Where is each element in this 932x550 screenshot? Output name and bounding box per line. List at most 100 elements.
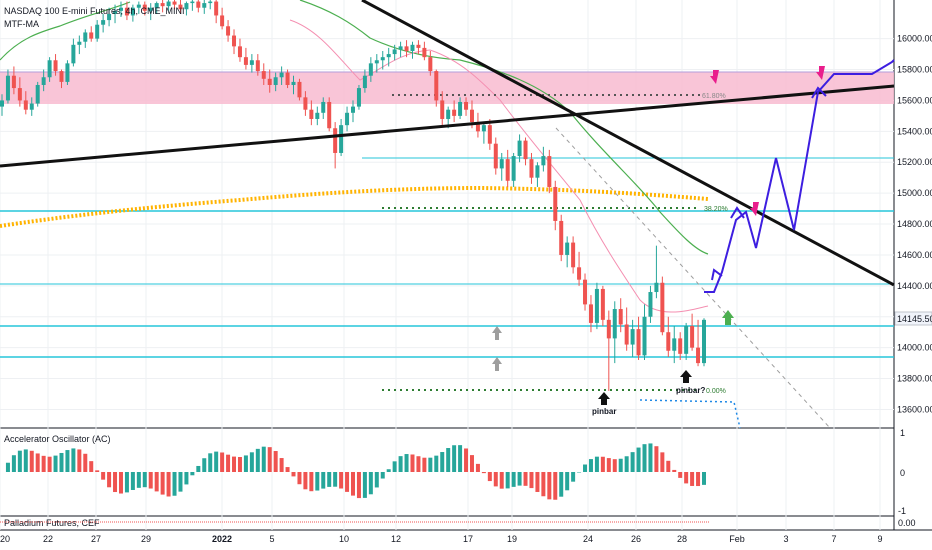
oscillator-bar — [487, 472, 492, 482]
candle — [142, 1, 147, 16]
oscillator-bar — [553, 472, 558, 500]
price-tick-label: 15200.00 — [897, 157, 932, 167]
rising-trendline[interactable] — [0, 84, 895, 168]
candle — [505, 149, 510, 187]
time-tick-label: 2022 — [212, 534, 232, 544]
oscillator-bar — [267, 447, 272, 472]
candle — [220, 7, 225, 30]
oscillator-bar — [154, 472, 159, 492]
ma-pink-line — [289, 19, 709, 313]
candle — [380, 50, 385, 70]
horizontal-grid — [0, 38, 894, 410]
oscillator-bar — [333, 472, 338, 487]
candle — [196, 0, 201, 13]
candle — [493, 137, 498, 175]
oscillator-bar — [124, 472, 129, 493]
oscillator-bar — [291, 472, 296, 477]
ma-green-line — [0, 0, 709, 255]
candle — [41, 69, 46, 92]
candle — [297, 78, 302, 101]
candle — [624, 307, 629, 351]
oscillator-bar — [446, 448, 451, 472]
price-tick-label: 13600.00 — [897, 404, 932, 414]
candle — [321, 97, 326, 119]
oscillator-title: Accelerator Oscillator (AC) — [4, 434, 111, 444]
down-arrow-icon — [710, 70, 719, 84]
candle — [583, 273, 588, 311]
oscillator-bar — [648, 443, 653, 472]
candle — [214, 0, 219, 24]
candle — [362, 69, 367, 93]
oscillator-bar — [583, 464, 588, 472]
oscillator-bar — [196, 465, 201, 472]
oscillator-bar — [297, 472, 302, 485]
osc-axis-zero: 0 — [900, 468, 905, 478]
candle — [47, 57, 52, 82]
candle — [577, 251, 582, 286]
oscillator-bar — [77, 449, 82, 472]
oscillator-bar — [696, 472, 701, 487]
oscillator-bar — [588, 459, 593, 472]
time-tick-label: 28 — [677, 534, 687, 544]
candle — [208, 0, 213, 10]
candle — [77, 35, 82, 55]
candle — [65, 60, 70, 85]
candle — [309, 100, 314, 126]
oscillator-bar — [559, 472, 564, 497]
candle — [351, 100, 355, 123]
candle — [261, 63, 266, 85]
projection-path[interactable] — [704, 59, 895, 293]
candle — [523, 137, 528, 166]
oscillator-bar — [160, 472, 165, 495]
oscillator-bar — [166, 472, 171, 497]
price-tick-label: 14400.00 — [897, 281, 932, 291]
candle — [642, 304, 647, 361]
oscillator-bar — [35, 453, 40, 472]
candle — [35, 81, 40, 107]
oscillator-bar — [660, 452, 665, 472]
projection-arrowhead — [811, 86, 827, 99]
oscillator-bar — [678, 472, 683, 478]
candle — [672, 326, 677, 364]
oscillator-bar — [65, 450, 70, 472]
oscillator-bar — [130, 472, 135, 490]
oscillator-bar — [279, 458, 284, 472]
candle — [410, 41, 415, 59]
pinbar-label: pinbar — [592, 407, 616, 416]
oscillator-bars — [5, 443, 706, 500]
price-tick-label: 14800.00 — [897, 219, 932, 229]
ma-orange-line — [0, 185, 709, 228]
oscillator-bar — [309, 472, 314, 492]
candle — [83, 29, 88, 48]
oscillator-bar — [172, 472, 177, 496]
oscillator-bar — [5, 462, 10, 472]
time-axis[interactable]: 20 22 27 29 2022 5 10 12 17 19 24 26 28 Feb 3 7 9 — [0, 534, 883, 544]
oscillator-bar — [505, 472, 510, 489]
candle — [618, 298, 623, 333]
candle — [612, 301, 617, 364]
candle — [416, 40, 421, 55]
symbol-title: NASDAQ 100 E-mini Futures, 4h, CME_MINI — [4, 6, 185, 16]
candle — [226, 20, 231, 42]
up-arrow-icon — [598, 392, 610, 405]
oscillator-bar — [499, 472, 504, 489]
candles — [0, 0, 706, 391]
candle — [166, 0, 171, 11]
candle — [392, 44, 397, 61]
time-tick-label: 24 — [583, 534, 593, 544]
oscillator-bar — [690, 472, 695, 486]
candle — [487, 118, 492, 150]
candle — [386, 47, 391, 67]
candle — [101, 13, 106, 33]
oscillator-bar — [434, 455, 439, 472]
candle — [190, 0, 195, 11]
candle — [107, 7, 112, 27]
falling-trendline[interactable] — [361, 0, 895, 287]
candle — [59, 69, 64, 89]
oscillator-bar — [618, 458, 623, 472]
oscillator-bar — [53, 455, 58, 472]
time-tick-label: 12 — [391, 534, 401, 544]
time-tick-label: 19 — [507, 534, 517, 544]
candle — [232, 29, 237, 55]
